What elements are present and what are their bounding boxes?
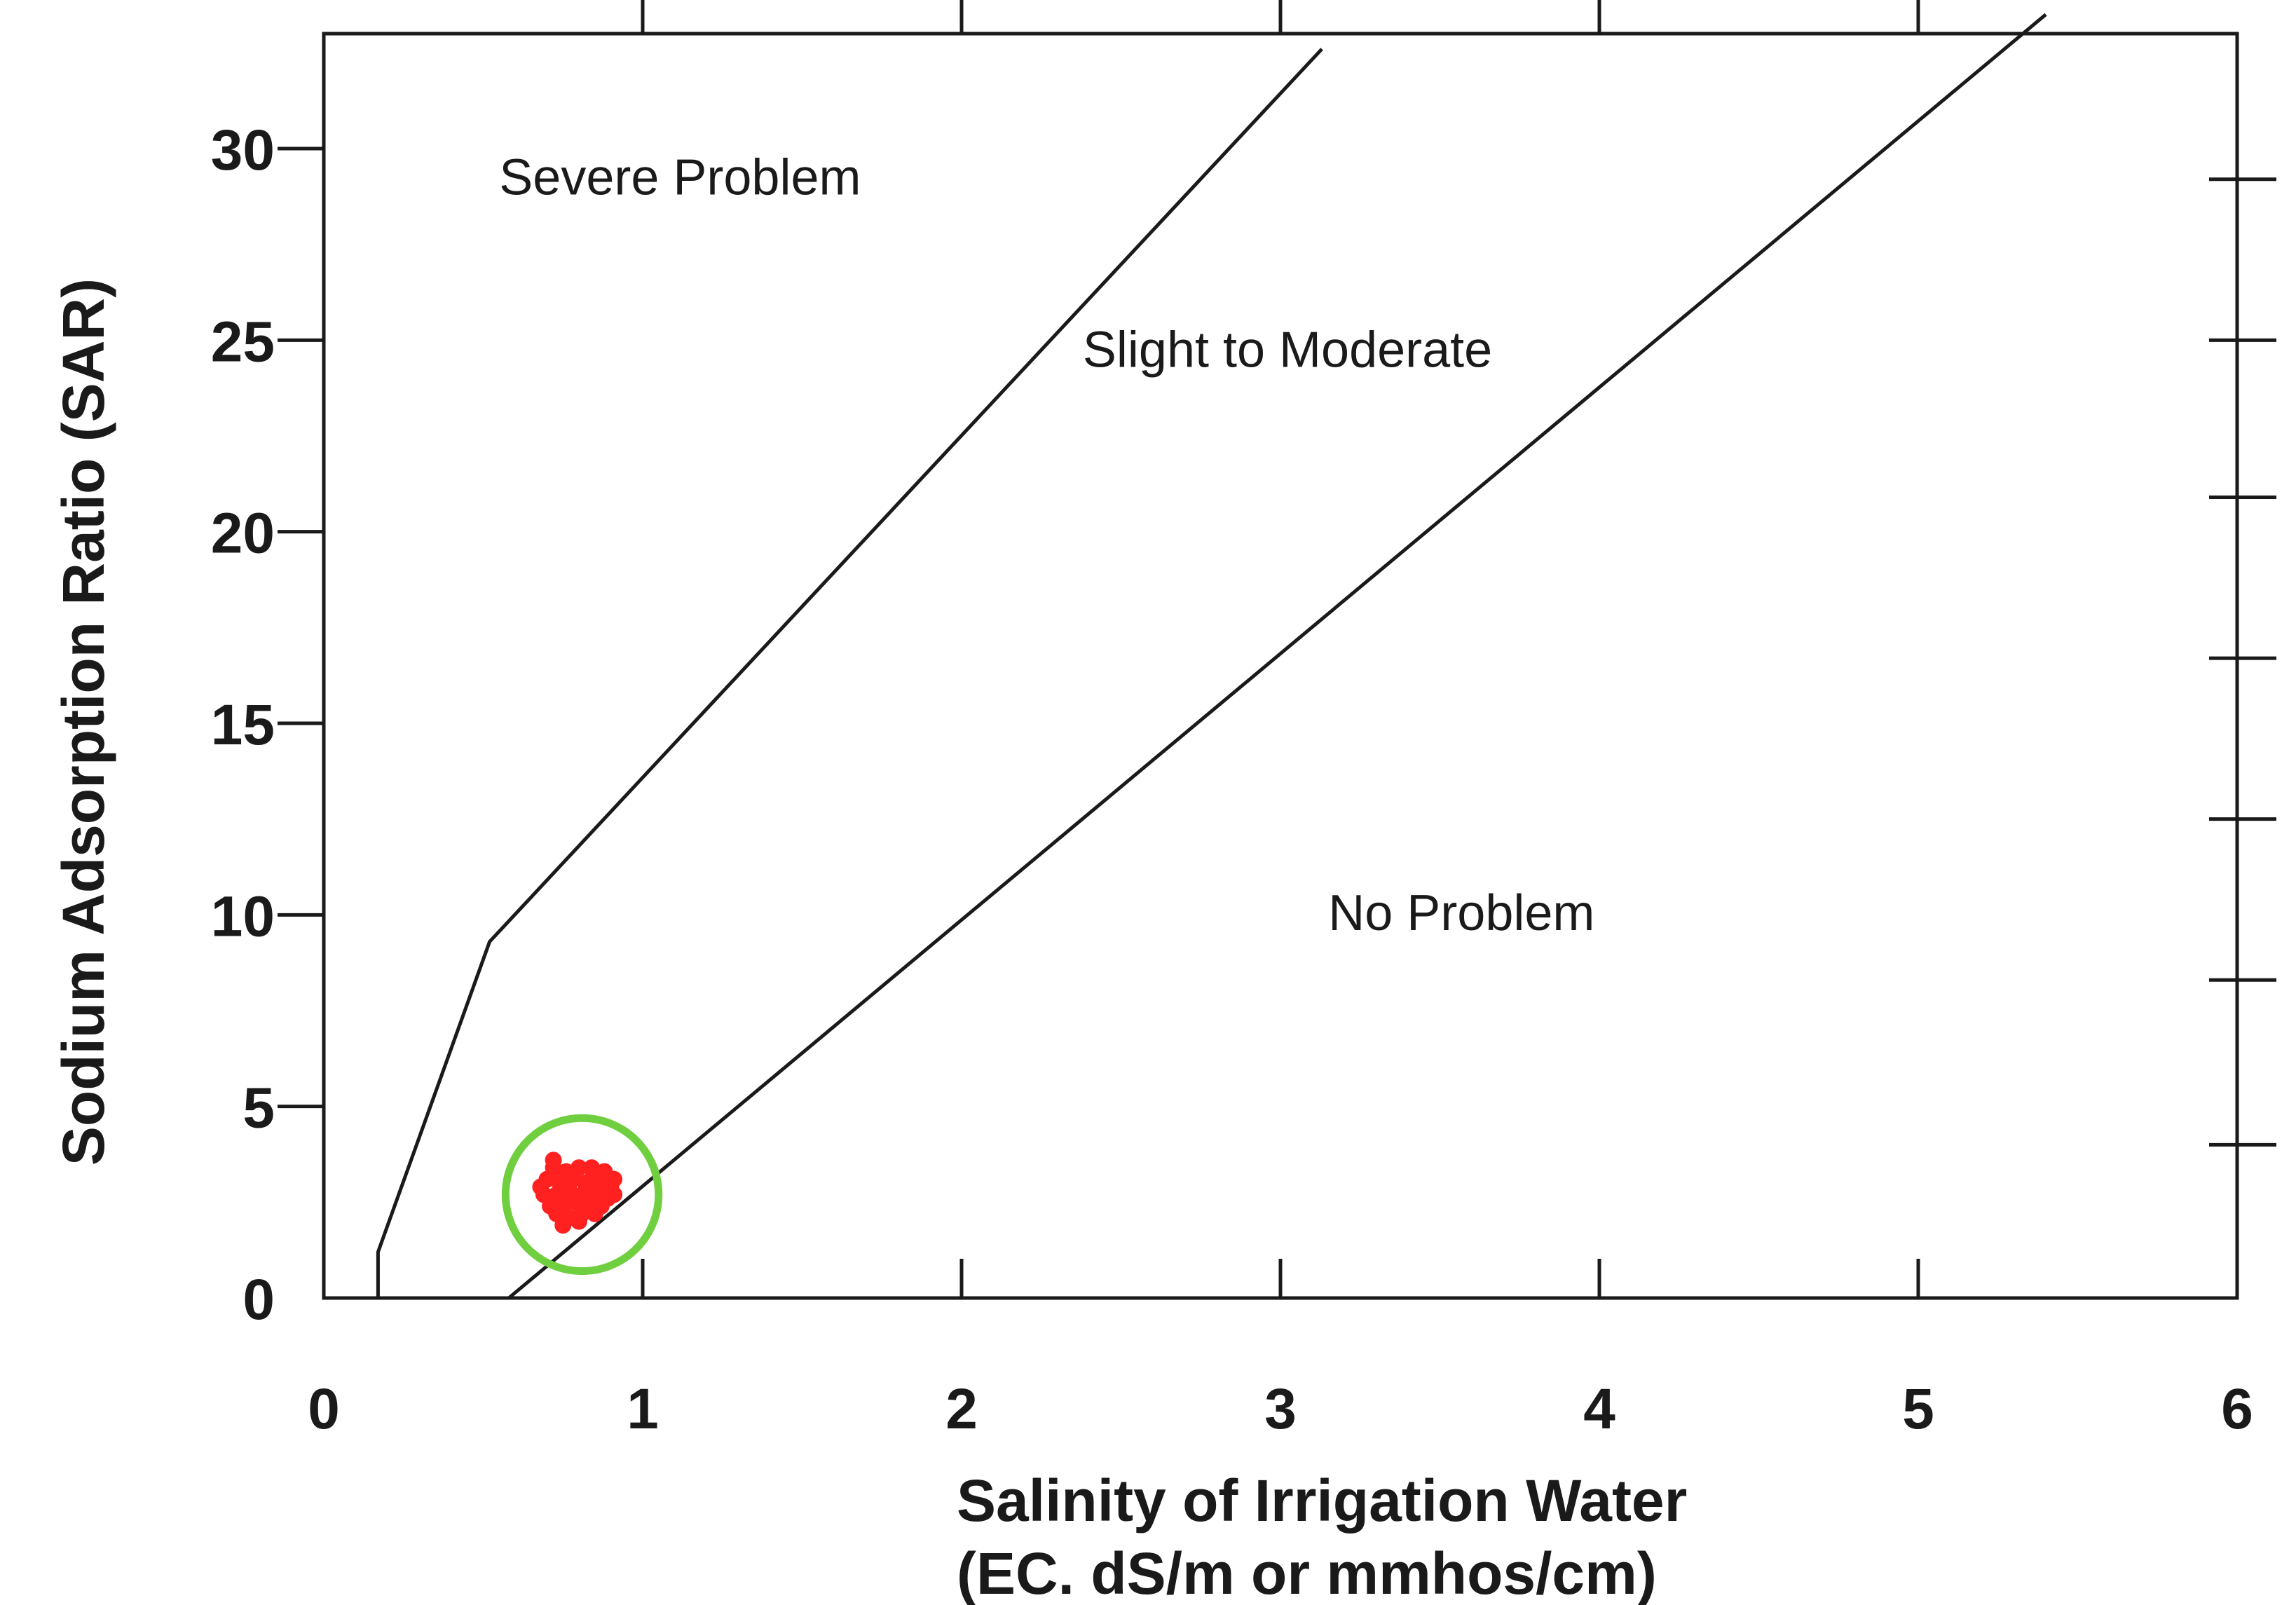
region-label: No Problem — [1328, 885, 1594, 941]
x-tick-label: 6 — [2221, 1377, 2253, 1441]
y-tick-label: 15 — [211, 693, 275, 757]
x-axis-subtitle: (EC. dS/m or mmhos/cm) — [957, 1541, 1657, 1605]
sample-point — [545, 1152, 562, 1169]
region-label: Severe Problem — [499, 150, 861, 206]
y-tick-label: 30 — [211, 118, 275, 182]
highlight-circle — [501, 1114, 663, 1276]
x-tick-label: 3 — [1264, 1377, 1297, 1441]
sample-point — [532, 1178, 549, 1196]
plot-frame — [322, 32, 2239, 1300]
slight-boundary-line — [507, 13, 2047, 1299]
x-tick-label: 5 — [1902, 1377, 1934, 1441]
y-tick-label: 5 — [242, 1077, 275, 1140]
sample-point — [570, 1213, 587, 1230]
x-tick-label: 2 — [945, 1377, 978, 1441]
x-tick-label: 0 — [308, 1377, 340, 1441]
sample-point — [586, 1205, 603, 1222]
x-tick-label: 1 — [627, 1377, 659, 1441]
sample-point — [596, 1178, 613, 1196]
y-tick-label: 20 — [211, 502, 275, 566]
y-tick-label: 25 — [211, 310, 275, 374]
sample-point — [583, 1170, 601, 1188]
y-axis-title: Sodium Adsorption Ratio (SAR) — [50, 278, 116, 1166]
severe-boundary-line — [376, 48, 1323, 1298]
sample-point — [583, 1159, 601, 1177]
region-label: Slight to Moderate — [1083, 322, 1492, 378]
ticks — [278, 0, 2276, 1298]
y-tick-label: 10 — [211, 885, 275, 948]
y-tick-label: 0 — [242, 1268, 275, 1332]
sample-point — [554, 1217, 572, 1234]
sample-point — [563, 1189, 581, 1207]
x-tick-label: 4 — [1583, 1377, 1615, 1441]
x-axis-title: Salinity of Irrigation Water — [957, 1468, 1687, 1534]
